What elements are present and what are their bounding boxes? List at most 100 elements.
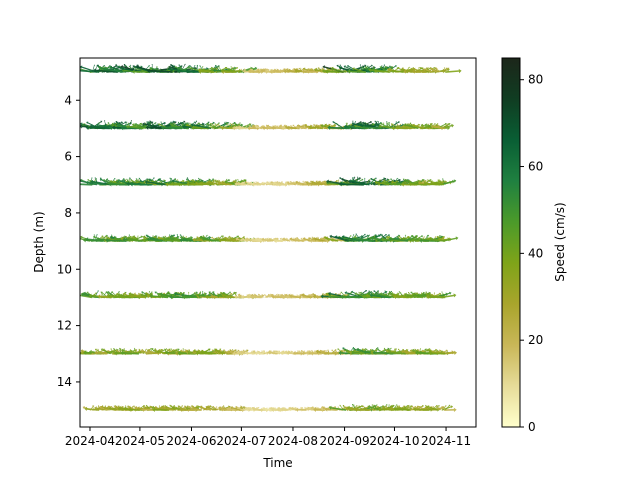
x-tick-label: 2024-10	[369, 434, 419, 448]
quiver-arrow	[305, 181, 318, 186]
quiver-arrow	[255, 181, 265, 186]
quiver-arrow	[405, 293, 424, 299]
colorbar-tick-label: 20	[528, 333, 543, 347]
quiver-arrow	[108, 182, 130, 187]
quiver-arrow	[186, 181, 203, 187]
quiver-arrow	[134, 122, 149, 129]
quiver-arrow	[374, 292, 392, 299]
colorbar-tick-label: 0	[528, 420, 536, 434]
quiver-arrow	[94, 350, 108, 355]
quiver-arrow	[286, 125, 300, 130]
y-tick-label: 14	[57, 375, 72, 389]
quiver-arrow	[441, 291, 444, 298]
quiver-arrow	[419, 238, 440, 243]
quiver-arrow	[217, 181, 231, 186]
y-axis-label: Depth (m)	[32, 211, 46, 272]
quiver-arrow	[325, 69, 343, 74]
quiver-arrow	[324, 236, 339, 242]
quiver-arrow	[393, 121, 397, 129]
quiver-arrow	[263, 294, 269, 298]
quiver-arrow	[309, 238, 321, 243]
quiver-arrow	[189, 406, 202, 411]
quiver-arrow	[436, 405, 441, 411]
quiver-arrow	[206, 123, 219, 129]
quiver-arrow	[201, 237, 221, 242]
quiver-arrow	[342, 404, 346, 411]
quiver-arrow	[373, 68, 391, 74]
quiver-arrow	[109, 65, 127, 73]
y-tick-label: 10	[57, 262, 72, 276]
quiver-arrow	[310, 351, 322, 356]
quiver-arrow	[330, 67, 347, 73]
quiver-arrow	[200, 349, 216, 355]
quiver-arrow	[427, 179, 429, 185]
quiver-arrow	[442, 350, 457, 355]
quiver-arrow	[258, 294, 264, 298]
quiver-arrow	[120, 125, 143, 131]
quiver-arrow	[125, 124, 144, 130]
quiver-arrow	[177, 182, 195, 187]
quiver-arrow	[127, 237, 146, 243]
quiver-arrow	[102, 66, 122, 73]
quiver-arrow	[424, 405, 438, 411]
colorbar-label: Speed (cm/s)	[553, 202, 567, 281]
quiver-arrow	[442, 405, 447, 411]
quiver-arrow	[364, 177, 366, 185]
quiver-arrow	[225, 237, 240, 242]
quiver-arrow	[164, 405, 177, 411]
quiver-arrow	[225, 294, 242, 300]
quiver-arrow	[431, 67, 440, 73]
quiver-arrow	[286, 181, 297, 186]
quiver-arrow	[267, 350, 278, 355]
quiver-arrows	[80, 63, 462, 413]
quiver-arrow	[306, 407, 316, 412]
quiver-arrow	[316, 181, 329, 186]
quiver-arrow	[240, 294, 251, 300]
quiver-arrow	[381, 406, 396, 411]
quiver-arrow	[428, 294, 446, 299]
x-tick-label: 2024-07	[216, 434, 266, 448]
quiver-arrow	[289, 294, 301, 299]
quiver-arrow	[356, 290, 367, 298]
quiver-arrow	[208, 180, 221, 186]
y-tick-label: 4	[64, 93, 72, 107]
quiver-arrow	[195, 351, 213, 356]
quiver-arrow	[97, 294, 113, 299]
quiver-arrow	[218, 238, 235, 243]
quiver-arrow	[439, 406, 445, 411]
quiver-arrow	[306, 69, 319, 74]
quiver-arrow	[135, 349, 138, 354]
quiver-arrow	[152, 407, 170, 412]
quiver-arrow	[144, 180, 167, 186]
quiver-arrow	[100, 348, 112, 355]
quiver-arrow	[212, 406, 219, 411]
colorbar: 0 20 40 60 80 Speed (cm/s)	[501, 57, 567, 434]
quiver-arrow	[247, 68, 259, 74]
quiver-arrow	[292, 350, 305, 356]
quiver-arrow	[404, 234, 407, 242]
colorbar-tick-label: 40	[528, 246, 543, 260]
quiver-arrow	[332, 121, 345, 129]
x-tick-label: 2024-08	[268, 434, 318, 448]
quiver-arrow	[85, 237, 106, 242]
quiver-arrow	[445, 68, 462, 74]
quiver-arrow	[117, 292, 133, 299]
quiver-arrow	[230, 406, 241, 411]
quiver-arrow	[355, 236, 375, 242]
quiver-arrow	[300, 67, 302, 73]
quiver-arrow	[85, 125, 110, 130]
quiver-arrow	[388, 236, 409, 242]
quiver-arrow	[214, 123, 220, 129]
quiver-arrow	[347, 124, 368, 130]
quiver-arrow	[293, 238, 305, 243]
quiver-arrow	[412, 69, 427, 74]
quiver-arrow	[418, 350, 438, 355]
quiver-arrow	[214, 349, 226, 355]
quiver-arrow	[393, 406, 411, 412]
quiver-arrow	[377, 406, 394, 412]
quiver-arrow	[428, 237, 446, 242]
quiver-arrow	[201, 68, 218, 73]
quiver-arrow	[237, 125, 248, 131]
quiver-arrow	[372, 350, 393, 355]
